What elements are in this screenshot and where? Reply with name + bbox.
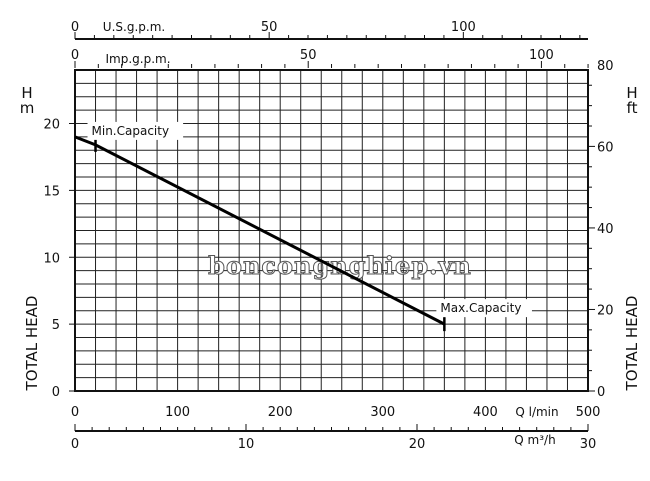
annotation-background bbox=[87, 121, 184, 140]
impgpm-tick-label: 0 bbox=[71, 48, 79, 63]
y-right-title: TOTAL HEAD bbox=[623, 296, 641, 392]
x-tick-label: 100 bbox=[165, 405, 190, 420]
y-right-tick-label: 80 bbox=[597, 59, 614, 74]
usgpm-tick-label: 50 bbox=[261, 20, 278, 35]
y-right-unit-ft: ft bbox=[627, 99, 638, 117]
watermark-text: boncongnghiep.vn bbox=[208, 251, 472, 280]
y-right-tick-label: 0 bbox=[597, 385, 605, 400]
x-tick-label: 400 bbox=[473, 405, 498, 420]
annotation-background bbox=[436, 299, 532, 318]
y-left-unit-m: m bbox=[20, 99, 35, 117]
usgpm-axis-label: U.S.g.p.m. bbox=[103, 20, 165, 34]
m3h-tick-label: 0 bbox=[71, 437, 79, 452]
max-capacity-label: Max.Capacity bbox=[440, 301, 521, 315]
m3h-tick-label: 10 bbox=[238, 437, 255, 452]
y-right-tick-label: 60 bbox=[597, 140, 614, 155]
min-capacity-label: Min.Capacity bbox=[92, 124, 170, 138]
x-axis-label: Q l/min bbox=[515, 405, 558, 419]
x-tick-label: 500 bbox=[576, 405, 601, 420]
y-right-unit-h: H bbox=[626, 84, 637, 102]
impgpm-tick-label: 50 bbox=[300, 48, 317, 63]
x-tick-label: 200 bbox=[268, 405, 293, 420]
y-left-unit-h: H bbox=[21, 84, 32, 102]
y-left-tick-label: 5 bbox=[52, 318, 60, 333]
m3h-tick-label: 20 bbox=[409, 437, 426, 452]
m3h-axis-label: Q m³/h bbox=[514, 433, 555, 447]
x-tick-label: 0 bbox=[71, 405, 79, 420]
impgpm-tick-label: 100 bbox=[529, 48, 554, 63]
m3h-tick-label: 30 bbox=[580, 437, 597, 452]
y-left-tick-label: 20 bbox=[43, 118, 60, 133]
y-left-tick-label: 0 bbox=[52, 385, 60, 400]
usgpm-tick-label: 100 bbox=[451, 20, 476, 35]
y-left-tick-label: 10 bbox=[43, 251, 60, 266]
y-right-tick-label: 20 bbox=[597, 303, 614, 318]
x-tick-label: 300 bbox=[370, 405, 395, 420]
y-left-tick-label: 15 bbox=[43, 184, 60, 199]
y-left-title: TOTAL HEAD bbox=[23, 296, 41, 392]
usgpm-tick-label: 0 bbox=[71, 20, 79, 35]
y-right-tick-label: 40 bbox=[597, 222, 614, 237]
plot-frame bbox=[74, 69, 589, 392]
impgpm-axis-label: Imp.g.p.m. bbox=[105, 52, 170, 66]
